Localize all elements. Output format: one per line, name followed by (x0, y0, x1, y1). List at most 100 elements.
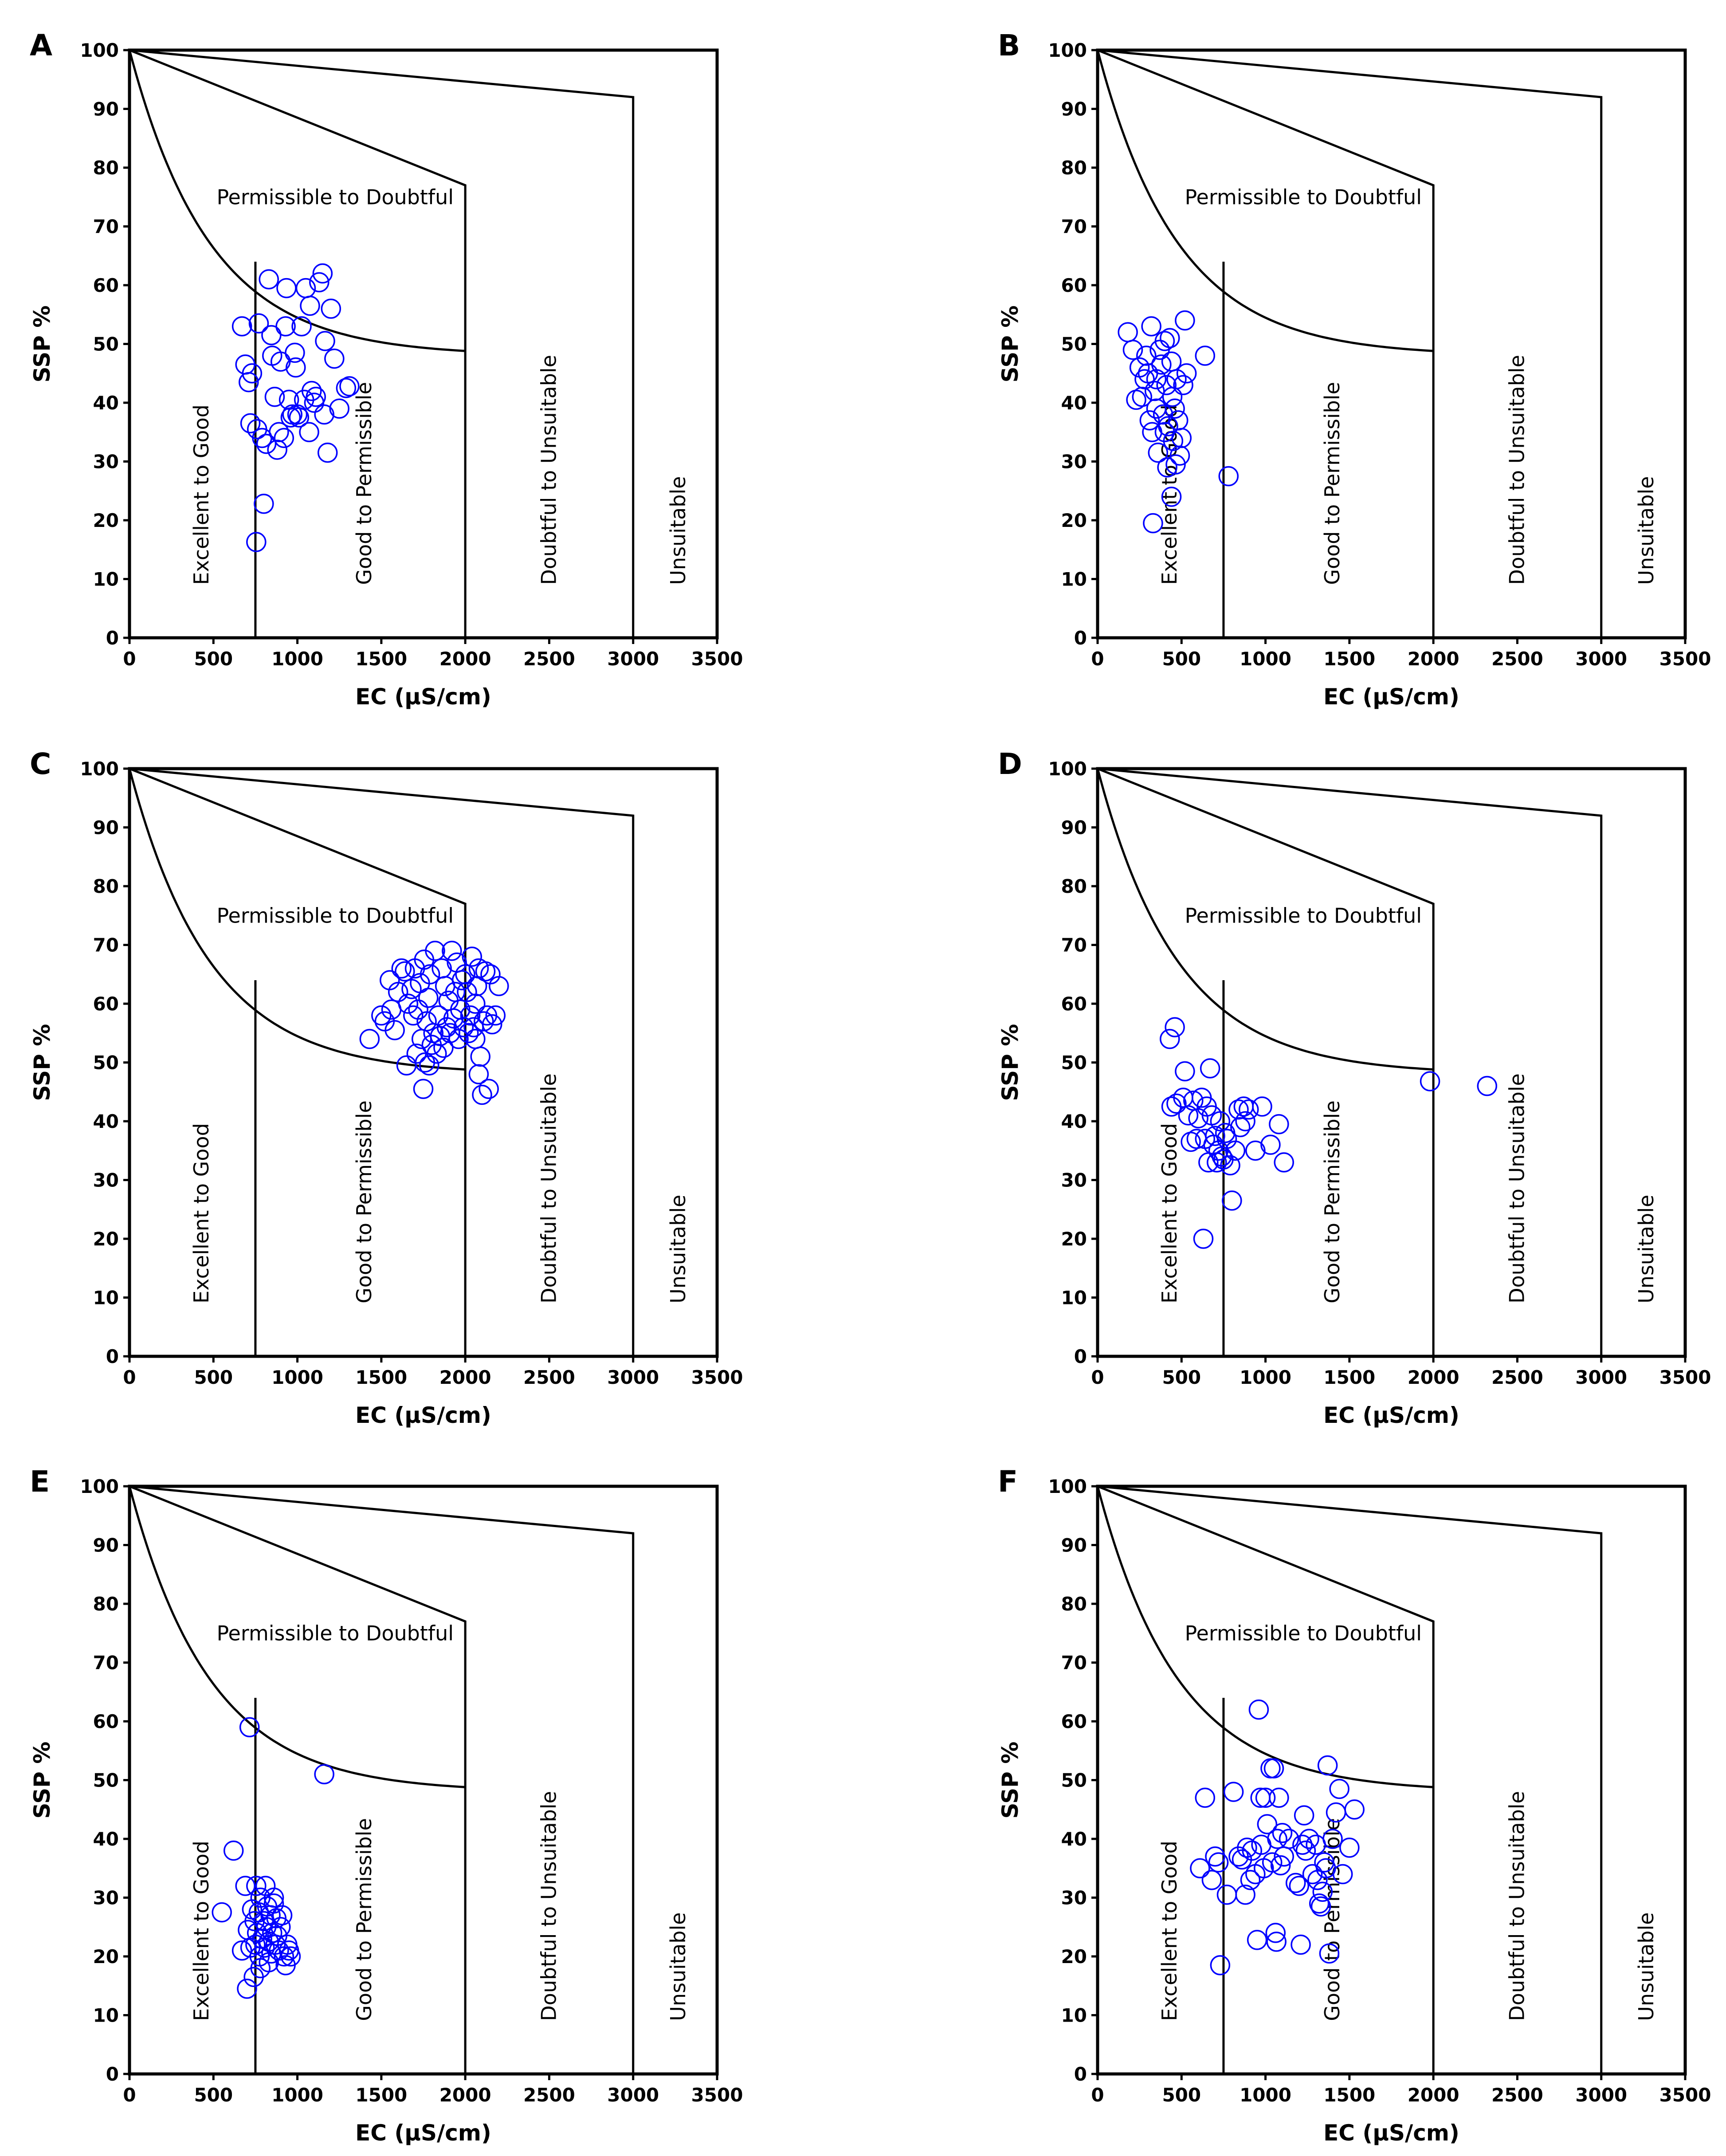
data-point (371, 1005, 392, 1026)
y-tick-label: 100 (80, 39, 119, 61)
data-point (1176, 363, 1197, 384)
x-tick-label: 500 (1162, 1367, 1201, 1388)
data-point (1420, 1071, 1440, 1092)
x-axis-title: EC (µS/cm) (1323, 684, 1459, 710)
y-tick-label: 60 (1061, 275, 1087, 296)
x-tick-label: 3500 (1659, 2084, 1711, 2106)
y-tick-label: 70 (1061, 935, 1087, 956)
data-point (460, 1005, 481, 1026)
boundary-unsuitable (1097, 767, 1603, 1356)
boundary-unsuitable (129, 49, 635, 638)
boundary-curve (1096, 1486, 1434, 1788)
data-point (1294, 1805, 1314, 1826)
data-point (1154, 331, 1175, 351)
y-tick-label: 40 (1061, 1828, 1087, 1850)
x-tick-label: 1500 (355, 1367, 407, 1388)
zone-label: Unsuitable (666, 1913, 690, 2021)
y-axis-title: SSP % (29, 1742, 55, 1819)
zone-label: Doubtful to Unsuitable (537, 1073, 561, 1304)
y-tick-label: 90 (93, 1535, 119, 1556)
data-point (254, 494, 274, 514)
y-tick-label: 90 (1061, 1535, 1087, 1556)
y-tick-label: 20 (1061, 510, 1087, 531)
boundary-doubtful (1097, 49, 1435, 638)
plot-frame (128, 1484, 719, 2076)
data-point (1136, 346, 1157, 366)
x-tick-label: 3500 (1659, 1367, 1711, 1388)
panel-letter: F (998, 1465, 1018, 1499)
plot-frame (128, 767, 719, 1358)
y-tick-label: 50 (93, 1770, 119, 1791)
data-point (1225, 1140, 1246, 1161)
data-point (1216, 1885, 1237, 1905)
y-tick-label: 20 (93, 1228, 119, 1250)
data-point (1169, 445, 1190, 466)
y-axis-title: SSP % (29, 1024, 55, 1101)
x-tick-label: 3500 (691, 648, 743, 670)
data-point (299, 422, 319, 442)
data-point (315, 331, 335, 351)
y-axis-title: SSP % (997, 306, 1023, 383)
data-point (1344, 1799, 1365, 1820)
data-point (1129, 357, 1150, 378)
data-point (1148, 442, 1169, 463)
y-tick-label: 50 (93, 1052, 119, 1074)
panel-letter: B (998, 28, 1020, 63)
zone-label: Good to Permissible (352, 382, 376, 585)
data-point (1257, 1814, 1278, 1834)
data-point (1144, 381, 1165, 401)
data-point (212, 1902, 232, 1923)
data-point (1138, 363, 1158, 384)
x-tick-label: 2500 (1491, 648, 1543, 670)
data-point (1166, 1093, 1187, 1114)
data-point (1291, 1934, 1311, 1955)
panel-letter: C (30, 747, 51, 781)
data-point (1210, 1955, 1231, 1975)
y-tick-label: 40 (93, 1828, 119, 1850)
data-point (1317, 1755, 1338, 1776)
data-point (1195, 346, 1216, 366)
data-point (416, 1011, 437, 1032)
data-point (1193, 1229, 1214, 1249)
data-point (1289, 1876, 1310, 1896)
y-tick-label: 0 (1074, 1346, 1087, 1367)
data-point (1254, 1858, 1274, 1878)
x-axis-title: EC (µS/cm) (1323, 1402, 1459, 1428)
y-tick-label: 70 (93, 216, 119, 238)
x-axis-title: EC (µS/cm) (355, 2120, 491, 2146)
zone-label: Excellent to Good (1157, 1841, 1181, 2021)
data-point (1162, 387, 1183, 407)
y-tick-label: 70 (93, 1652, 119, 1674)
data-point (1260, 1135, 1281, 1155)
y-tick-label: 100 (80, 1476, 119, 1497)
data-point (1165, 454, 1186, 475)
boundary-unsuitable (129, 767, 635, 1356)
data-point (267, 440, 287, 460)
data-point (1269, 1787, 1289, 1808)
data-point (275, 316, 296, 337)
y-tick-label: 40 (1061, 392, 1087, 414)
data-point (314, 404, 334, 425)
data-point (1118, 322, 1138, 342)
y-tick-label: 10 (93, 2005, 119, 2026)
data-point (453, 1017, 474, 1037)
x-tick-label: 1500 (1323, 1367, 1375, 1388)
data-point (1245, 1140, 1266, 1161)
x-tick-label: 3000 (1575, 648, 1627, 670)
x-tick-label: 3500 (691, 1367, 743, 1388)
data-point (270, 1917, 291, 1937)
y-tick-label: 90 (1061, 98, 1087, 120)
data-point (321, 298, 341, 319)
y-tick-label: 50 (1061, 334, 1087, 355)
data-point (276, 278, 297, 298)
x-tick-label: 2500 (523, 648, 575, 670)
x-tick-label: 2500 (1491, 1367, 1543, 1388)
data-point (1295, 1840, 1316, 1861)
zone-label: Doubtful to Unsuitable (1505, 1073, 1529, 1304)
x-axis-title: EC (µS/cm) (355, 1402, 491, 1428)
data-point (1175, 1061, 1195, 1082)
boundary-doubtful (129, 49, 467, 638)
y-tick-label: 100 (1048, 39, 1087, 61)
data-point (1299, 1829, 1319, 1849)
